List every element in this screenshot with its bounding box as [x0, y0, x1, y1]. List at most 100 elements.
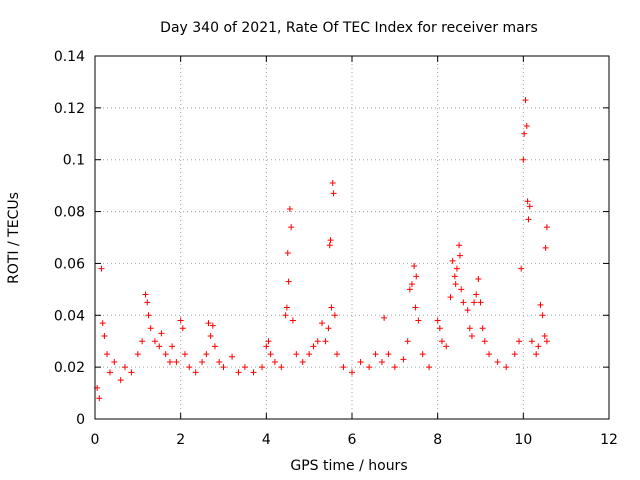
data-point: [473, 291, 480, 298]
data-point: [283, 304, 290, 311]
data-point: [314, 338, 321, 345]
data-point: [477, 299, 484, 306]
grid-lines: [95, 56, 609, 419]
data-point: [293, 351, 300, 358]
data-point: [460, 299, 467, 306]
data-point: [250, 369, 257, 376]
data-point: [145, 312, 152, 319]
data-point: [381, 314, 388, 321]
data-point: [456, 242, 463, 249]
data-point: [142, 291, 149, 298]
data-point: [340, 364, 347, 371]
data-point: [415, 317, 422, 324]
data-point: [306, 351, 313, 358]
data-point: [111, 358, 118, 365]
data-point: [205, 320, 212, 327]
data-point: [329, 180, 336, 187]
data-point: [289, 317, 296, 324]
data-point: [479, 325, 486, 332]
data-point: [475, 275, 482, 282]
data-point: [179, 325, 186, 332]
data-point: [151, 338, 158, 345]
data-point: [203, 351, 210, 358]
data-point: [326, 242, 333, 249]
data-point: [438, 338, 445, 345]
data-point: [322, 338, 329, 345]
data-point: [263, 343, 270, 350]
data-point: [366, 364, 373, 371]
data-point: [299, 358, 306, 365]
data-point: [288, 224, 295, 231]
data-point: [406, 286, 413, 293]
data-point: [169, 343, 176, 350]
axis-ticks: 0 2 4 6 8 10 12 0 0.02 0.04 0.06 0.08 0.1 0.12 0.14: [54, 49, 618, 448]
data-point: [541, 333, 548, 340]
data-point: [503, 364, 510, 371]
data-point: [523, 123, 530, 130]
data-point: [156, 343, 163, 350]
data-point: [385, 351, 392, 358]
data-point: [349, 369, 355, 376]
data-point: [522, 97, 529, 104]
data-point: [192, 369, 199, 376]
y-tick-label: 0.06: [54, 256, 85, 272]
y-tick-label: 0.1: [63, 153, 85, 169]
data-point: [162, 351, 169, 358]
data-point: [464, 307, 471, 314]
data-point: [528, 338, 535, 345]
data-point: [229, 353, 236, 360]
data-point: [334, 351, 341, 358]
x-tick-label: 2: [176, 432, 185, 448]
data-point: [117, 377, 124, 384]
data-point: [537, 301, 544, 308]
data-point: [524, 198, 531, 205]
chart-title: Day 340 of 2021, Rate Of TEC Index for r…: [160, 20, 538, 36]
data-point: [181, 351, 188, 358]
data-point: [331, 312, 338, 319]
data-point: [426, 364, 433, 371]
data-point: [310, 343, 317, 350]
data-point: [98, 265, 105, 272]
data-point: [453, 265, 460, 272]
x-tick-label: 4: [262, 432, 271, 448]
data-point: [486, 351, 493, 358]
data-point: [516, 338, 523, 345]
data-point: [285, 278, 292, 285]
data-point: [284, 250, 291, 257]
y-axis-label: ROTI / TECUs: [6, 192, 22, 284]
data-point: [286, 205, 293, 212]
y-tick-label: 0.02: [54, 360, 85, 376]
data-point: [526, 203, 533, 210]
data-point: [466, 325, 473, 332]
data-point: [378, 358, 385, 365]
data-point: [520, 156, 527, 163]
data-point: [278, 364, 285, 371]
data-point: [103, 351, 110, 358]
data-point: [121, 364, 128, 371]
data-point: [539, 312, 546, 319]
data-point: [456, 252, 463, 259]
data-point: [166, 358, 173, 365]
data-point: [404, 338, 411, 345]
data-point: [158, 330, 165, 337]
data-point: [511, 351, 518, 358]
data-point: [134, 351, 141, 358]
x-tick-label: 12: [600, 432, 618, 448]
data-point: [400, 356, 407, 363]
data-point: [265, 338, 272, 345]
data-point: [535, 343, 542, 350]
data-point: [139, 338, 146, 345]
data-point: [241, 364, 248, 371]
data-point: [128, 369, 135, 376]
data-point: [452, 281, 459, 288]
data-point: [443, 343, 450, 350]
x-tick-label: 6: [348, 432, 357, 448]
data-point: [101, 333, 108, 340]
y-tick-label: 0.14: [54, 49, 85, 65]
data-point: [419, 351, 426, 358]
data-point: [372, 351, 379, 358]
data-point: [96, 395, 103, 402]
data-point: [542, 244, 549, 251]
data-point: [207, 333, 214, 340]
